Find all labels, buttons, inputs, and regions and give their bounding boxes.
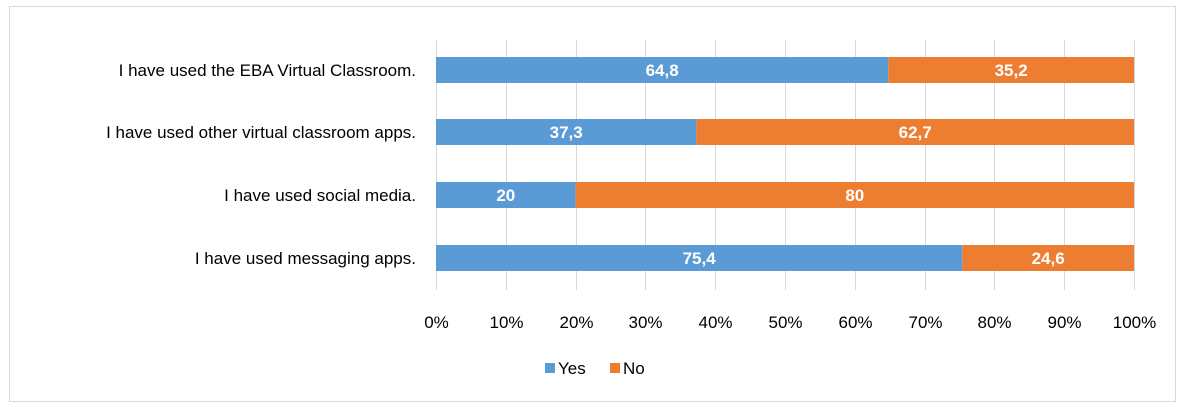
legend-swatch-no bbox=[610, 363, 620, 373]
x-tick-label: 30% bbox=[628, 313, 662, 332]
bar-no bbox=[575, 182, 1134, 208]
legend-label-no: No bbox=[623, 359, 645, 378]
legend-swatch-yes bbox=[545, 363, 555, 373]
data-label: 24,6 bbox=[1032, 249, 1065, 268]
x-tick-label: 20% bbox=[559, 313, 593, 332]
x-tick-label: 90% bbox=[1047, 313, 1081, 332]
x-tick-label: 10% bbox=[489, 313, 523, 332]
data-label: 64,8 bbox=[646, 61, 679, 80]
data-label: 75,4 bbox=[683, 249, 717, 268]
bar-no bbox=[962, 245, 1134, 271]
data-label: 37,3 bbox=[550, 123, 583, 142]
legend: Yes No bbox=[545, 359, 645, 378]
category-label: I have used social media. bbox=[224, 186, 416, 205]
x-tick-label: 40% bbox=[698, 313, 732, 332]
bar-yes bbox=[436, 182, 576, 208]
bar-yes bbox=[436, 245, 963, 271]
bar-no bbox=[888, 57, 1134, 83]
x-tick-label: 50% bbox=[768, 313, 802, 332]
x-tick-label: 0% bbox=[424, 313, 449, 332]
x-tick-label: 100% bbox=[1113, 313, 1156, 332]
legend-label-yes: Yes bbox=[558, 359, 586, 378]
x-tick-label: 80% bbox=[977, 313, 1011, 332]
category-label: I have used the EBA Virtual Classroom. bbox=[119, 61, 416, 80]
bar-no bbox=[696, 119, 1134, 145]
x-tick-label: 60% bbox=[838, 313, 872, 332]
data-label: 80 bbox=[845, 186, 864, 205]
category-label: I have used messaging apps. bbox=[195, 249, 416, 268]
x-tick-label: 70% bbox=[908, 313, 942, 332]
data-label: 35,2 bbox=[995, 61, 1028, 80]
data-label: 62,7 bbox=[899, 123, 932, 142]
data-label: 20 bbox=[496, 186, 515, 205]
bars bbox=[436, 57, 1134, 271]
bar-yes bbox=[436, 57, 889, 83]
category-label: I have used other virtual classroom apps… bbox=[106, 123, 416, 142]
bar-yes bbox=[436, 119, 697, 145]
labels: 0% 10% 20% 30% 40% 50% 60% 70% 80% 90% 100% I have … bbox=[106, 61, 1156, 332]
